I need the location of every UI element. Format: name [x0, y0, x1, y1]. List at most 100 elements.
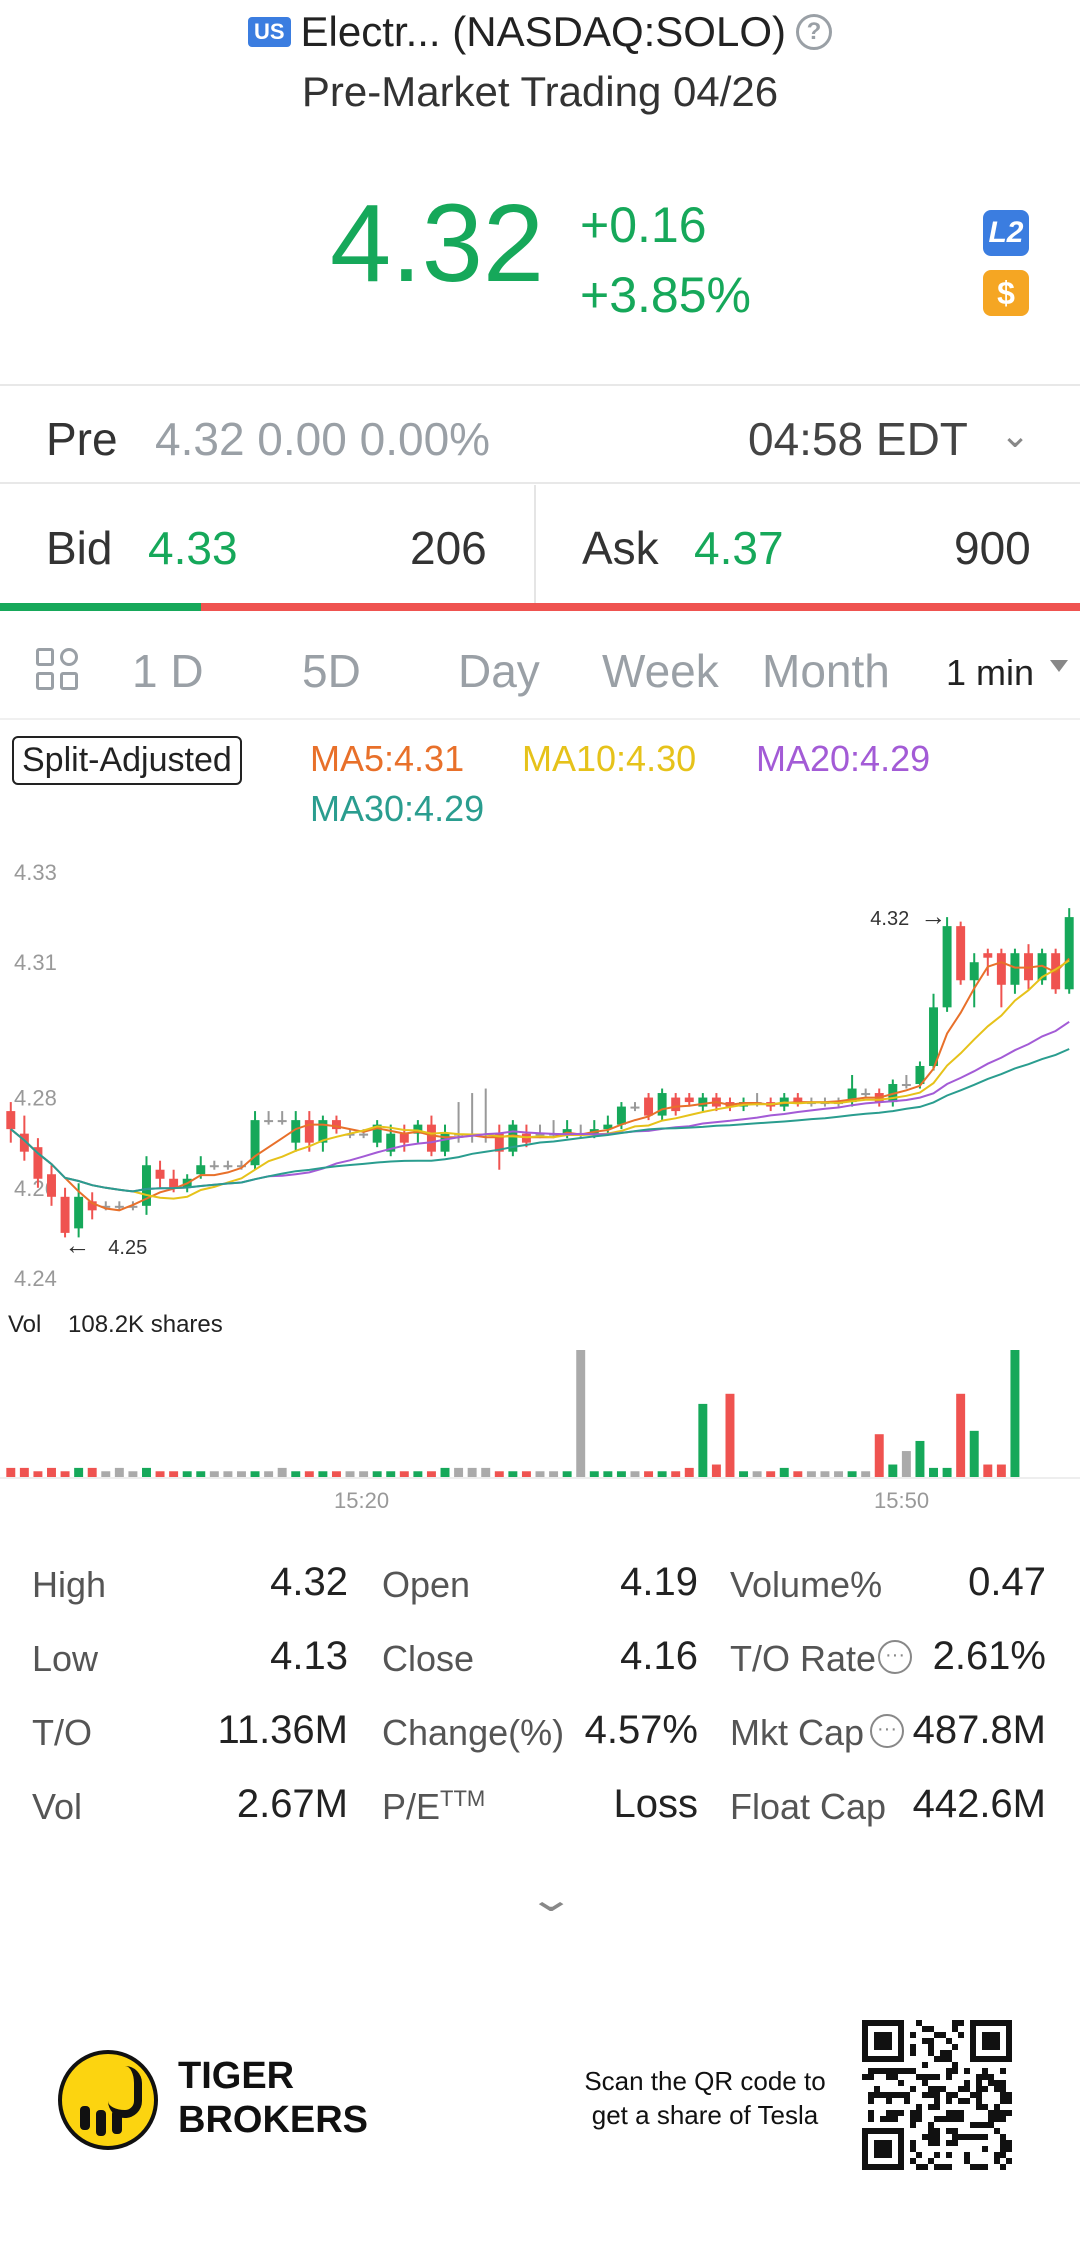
- qr-module: [964, 2068, 970, 2074]
- tab-week[interactable]: Week: [602, 645, 719, 697]
- help-icon[interactable]: ?: [796, 14, 832, 50]
- tab-1min[interactable]: 1 min: [946, 652, 1035, 693]
- qr-module: [928, 2092, 934, 2098]
- volume-bar: [698, 1403, 708, 1478]
- candle-body: [318, 1120, 328, 1143]
- volume-bar: [508, 1471, 518, 1478]
- candle-body: [508, 1124, 518, 1152]
- qr-module: [1000, 2092, 1006, 2098]
- stock-title[interactable]: Electr... (NASDAQ:SOLO): [300, 8, 786, 55]
- qr-module: [958, 2116, 964, 2122]
- qr-module: [910, 2116, 916, 2122]
- qr-module: [958, 2086, 964, 2092]
- info-dots-icon[interactable]: ···: [870, 1714, 904, 1748]
- candle-body: [847, 1088, 857, 1103]
- volume-bar: [19, 1467, 29, 1478]
- qr-module: [994, 2110, 1000, 2116]
- stat-superscript: TTM: [440, 1786, 486, 1811]
- qr-module: [952, 2140, 958, 2146]
- pre-market-row[interactable]: Pre 4.32 0.00 0.00% 04:58 EDT ⌄: [0, 400, 1080, 480]
- qr-module: [976, 2074, 982, 2080]
- stat-label: Mkt Cap: [730, 1712, 865, 1753]
- qr-module: [940, 2050, 946, 2056]
- ask-size: 900: [954, 522, 1031, 574]
- qr-module: [868, 2098, 874, 2104]
- y-tick-label: 4.24: [14, 1266, 57, 1291]
- volume-bar: [467, 1467, 477, 1478]
- volume-bar: [657, 1471, 667, 1478]
- volume-bar: [1010, 1350, 1020, 1478]
- qr-module: [994, 2104, 1000, 2110]
- info-dots-icon[interactable]: ···: [878, 1640, 912, 1674]
- qr-module: [880, 2068, 886, 2074]
- volume-bar: [549, 1471, 559, 1478]
- candle-body: [128, 1205, 138, 1208]
- volume-bar: [766, 1471, 776, 1478]
- qr-module: [952, 2134, 958, 2140]
- bid-size: 206: [410, 522, 487, 574]
- volume-bar: [616, 1471, 626, 1478]
- qr-module: [976, 2164, 982, 2170]
- candle-body: [644, 1097, 654, 1116]
- qr-module: [886, 2110, 892, 2116]
- qr-module: [910, 2122, 916, 2128]
- stat-value: 4.13: [270, 1634, 348, 1678]
- footer: TIGER BROKERS Scan the QR code to get a …: [0, 2000, 1080, 2200]
- qr-module: [904, 2092, 910, 2098]
- x-tick-label: 15:20: [334, 1488, 389, 1510]
- qr-module: [946, 2074, 952, 2080]
- tab-month[interactable]: Month: [762, 645, 890, 697]
- candle-body: [929, 1007, 938, 1066]
- qr-module: [964, 2080, 970, 2086]
- candle-body: [630, 1106, 640, 1109]
- qr-module: [952, 2020, 958, 2026]
- qr-module: [946, 2056, 952, 2062]
- level2-icon[interactable]: L2: [983, 210, 1029, 256]
- qr-module: [982, 2074, 988, 2080]
- candlestick-chart[interactable]: 4.33 4.31 4.28 4.26 4.24 4.32 → ← 4.25 Vol 108.2K …: [0, 850, 1080, 1510]
- candle-body: [47, 1174, 56, 1197]
- ma10-label: MA10:4.30: [522, 738, 697, 779]
- candle-body: [956, 926, 966, 981]
- tab-5d[interactable]: 5D: [302, 645, 361, 697]
- qr-module: [910, 2146, 916, 2152]
- volume-value: 108.2K shares: [68, 1311, 223, 1338]
- qr-code-icon: [862, 2020, 1012, 2170]
- qr-module: [916, 2110, 922, 2116]
- qr-module: [940, 2086, 946, 2092]
- chevron-down-icon[interactable]: ⌄: [1000, 414, 1031, 455]
- qr-module: [892, 2068, 898, 2074]
- expand-chevron-icon[interactable]: ⌄: [526, 1878, 576, 1919]
- qr-module: [928, 2050, 934, 2056]
- qr-module: [934, 2092, 940, 2098]
- ma30-label: MA30:4.29: [310, 788, 485, 829]
- candle-body: [616, 1106, 626, 1125]
- stat-label: Volume%: [730, 1564, 883, 1605]
- qr-module: [946, 2164, 952, 2170]
- candle-body: [331, 1120, 341, 1130]
- caret-down-icon[interactable]: [1050, 660, 1068, 672]
- qr-module: [1000, 2164, 1006, 2170]
- volume-label: Vol: [8, 1311, 41, 1338]
- qr-module: [892, 2116, 898, 2122]
- volume-bar: [725, 1393, 735, 1478]
- ma30-line: [10, 1048, 1070, 1193]
- qr-module: [880, 2116, 886, 2122]
- volume-bar: [820, 1471, 830, 1478]
- dollar-icon[interactable]: $: [983, 270, 1029, 316]
- qr-module: [934, 2152, 940, 2158]
- grid-layout-icon[interactable]: [36, 648, 82, 694]
- qr-module: [970, 2122, 976, 2128]
- high-marker-label: 4.32: [870, 908, 909, 930]
- tab-1d[interactable]: 1 D: [132, 645, 204, 697]
- split-adjusted-button[interactable]: Split-Adjusted: [12, 736, 242, 785]
- qr-module: [874, 2086, 880, 2092]
- arrow-right-icon: →: [920, 901, 946, 931]
- candle-body: [223, 1165, 233, 1168]
- qr-module: [952, 2116, 958, 2122]
- qr-module: [982, 2068, 988, 2074]
- qr-module: [934, 2128, 940, 2134]
- candle-body: [236, 1165, 246, 1168]
- tab-day[interactable]: Day: [458, 645, 540, 697]
- candle-body: [901, 1084, 911, 1087]
